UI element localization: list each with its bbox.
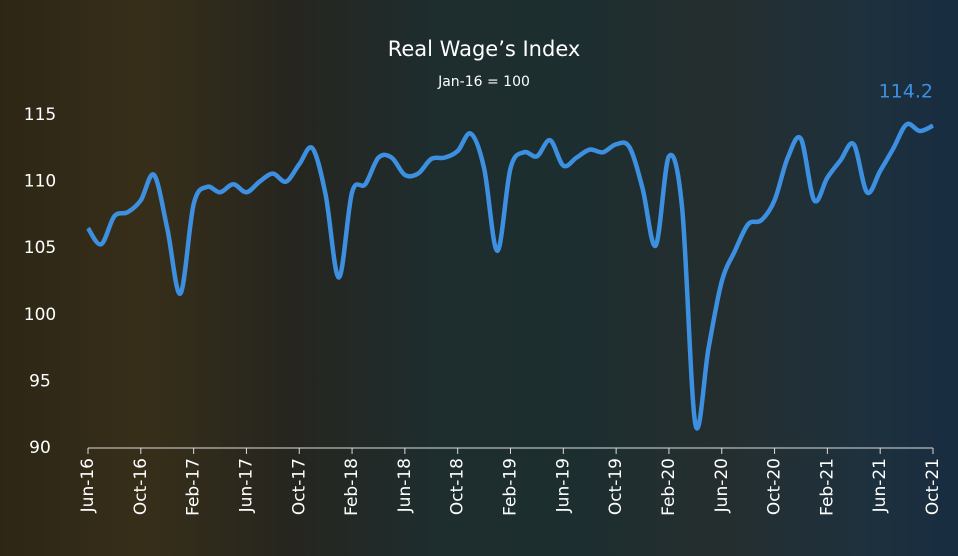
y-tick-label: 115 — [24, 105, 56, 125]
x-tick-label: Oct-16 — [131, 458, 151, 515]
x-tick-label: Oct-20 — [765, 458, 785, 515]
data-label: 114.2 — [879, 81, 933, 103]
chart-subtitle: Jan-16 = 100 — [437, 74, 530, 90]
x-tick-label: Feb-17 — [184, 458, 204, 516]
y-tick-label: 110 — [24, 172, 56, 192]
x-tick-label: Jun-18 — [395, 458, 415, 513]
x-tick-label: Feb-20 — [659, 458, 679, 516]
y-tick-label: 95 — [29, 371, 51, 391]
x-tick-label: Oct-19 — [606, 458, 626, 515]
x-tick-label: Jun-19 — [553, 458, 573, 513]
x-tick-label: Oct-17 — [289, 458, 309, 515]
data-line — [86, 121, 934, 431]
x-tick-label: Jun-17 — [236, 458, 256, 513]
x-tick-label: Jun-16 — [78, 458, 98, 513]
y-tick-label: 105 — [24, 238, 56, 258]
x-tick-label: Jun-20 — [712, 458, 732, 513]
x-tick-label: Feb-18 — [342, 458, 362, 516]
x-tick-label: Jun-21 — [870, 458, 890, 513]
x-tick-label: Oct-21 — [923, 458, 943, 515]
x-tick-label: Oct-18 — [448, 458, 468, 515]
x-tick-label: Feb-21 — [817, 458, 837, 516]
y-tick-label: 90 — [29, 438, 51, 458]
y-tick-label: 100 — [24, 305, 56, 325]
chart-title: Real Wage’s Index — [388, 37, 581, 61]
x-tick-label: Feb-19 — [501, 458, 521, 516]
